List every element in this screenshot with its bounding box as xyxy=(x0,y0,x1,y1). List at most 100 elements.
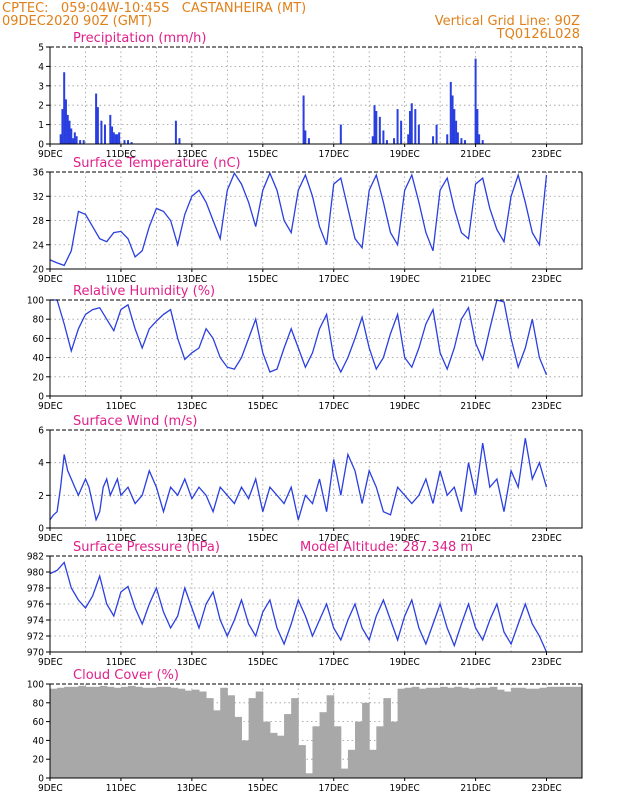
cloud-cover-bar xyxy=(468,688,477,778)
precip-bar xyxy=(449,81,452,144)
precip-bar xyxy=(408,111,411,144)
precip-bar xyxy=(451,95,454,144)
header-model: TQ0126L028 xyxy=(496,27,580,42)
precip-bar xyxy=(396,109,399,144)
header-date: 09DEC2020 90Z (GMT) xyxy=(2,14,152,29)
cloud-cover-bar xyxy=(347,749,356,778)
x-tick-label: 13DEC xyxy=(177,149,207,160)
precip-bar xyxy=(371,136,374,144)
precip-bar xyxy=(400,120,403,144)
cloud-cover-bar xyxy=(184,690,193,778)
precip-bar xyxy=(453,109,456,144)
y-tick-label: 40 xyxy=(33,353,45,364)
precip-bar xyxy=(435,124,438,144)
frame xyxy=(49,47,583,145)
precip-bar xyxy=(382,130,385,144)
x-tick-label: 15DEC xyxy=(248,274,278,285)
precip-bar xyxy=(432,136,435,144)
x-tick-label: 19DEC xyxy=(389,274,419,285)
cloud-cover-bar xyxy=(511,687,519,778)
x-tick-label: 19DEC xyxy=(389,657,419,668)
precip-bar xyxy=(476,109,479,144)
cloud-cover-bar xyxy=(284,714,292,778)
precip-bar xyxy=(474,58,477,144)
y-tick-label: 20 xyxy=(33,265,45,276)
precip-bar xyxy=(66,114,69,144)
panel-1: 20 24 28 32 36 9DEC 11DEC 13DEC 15DEC 17DEC 19DEC 2… xyxy=(33,156,583,285)
x-tick-label: 21DEC xyxy=(460,657,490,668)
panel-4: 970 972 974 976 978 980 982 9DEC 11DEC 13DEC 15DEC… xyxy=(27,540,583,668)
cloud-cover-bar xyxy=(383,698,391,778)
cloud-cover-bar xyxy=(241,740,250,778)
cloud-cover-bar xyxy=(57,687,65,778)
x-tick-label: 11DEC xyxy=(106,274,136,285)
cloud-cover-bar xyxy=(170,687,179,778)
precip-bar xyxy=(417,124,420,144)
cloud-cover-bar xyxy=(269,732,278,778)
x-tick-label: 13DEC xyxy=(177,274,207,285)
x-tick-label: 13DEC xyxy=(177,533,207,544)
panel-title: Precipitation (mm/h) xyxy=(73,31,206,46)
y-tick-label: 0 xyxy=(38,392,44,403)
cloud-cover-bar xyxy=(482,687,491,778)
cloud-cover-bar xyxy=(99,685,108,778)
precip-bar xyxy=(112,132,115,144)
cloud-cover-bar xyxy=(305,773,313,778)
cloud-cover-bar xyxy=(539,687,548,778)
y-tick-label: 36 xyxy=(33,168,45,179)
cloud-cover-bar xyxy=(142,687,150,778)
cloud-cover-bar xyxy=(333,726,342,778)
y-tick-label: 978 xyxy=(27,584,44,595)
precip-bar xyxy=(116,134,119,144)
precip-bar xyxy=(339,124,342,144)
y-tick-label: 4 xyxy=(38,62,44,73)
cloud-cover-bar xyxy=(50,688,58,778)
series-line xyxy=(49,438,548,522)
cloud-cover-bar xyxy=(376,726,384,778)
y-tick-label: 0 xyxy=(38,140,44,151)
cloud-cover-bar xyxy=(496,689,505,778)
y-tick-label: 4 xyxy=(38,458,44,469)
x-tick-label: 11DEC xyxy=(106,401,136,412)
cloud-cover-bar xyxy=(425,687,434,778)
cloud-cover-bar xyxy=(340,768,349,778)
cloud-cover-bar xyxy=(71,686,79,778)
panel-title: Cloud Cover (%) xyxy=(73,668,179,683)
precip-bar xyxy=(61,109,64,144)
cloud-cover-bar xyxy=(447,687,455,778)
cloud-cover-bar xyxy=(461,687,470,778)
cloud-cover-bar xyxy=(475,687,484,778)
precip-bar xyxy=(478,134,481,144)
y-tick-label: 5 xyxy=(38,43,44,54)
y-tick-label: 974 xyxy=(27,616,44,627)
x-tick-label: 11DEC xyxy=(106,783,136,794)
x-tick-label: 11DEC xyxy=(106,657,136,668)
frame xyxy=(49,300,583,397)
cloud-cover-bar xyxy=(411,686,420,778)
y-tick-label: 80 xyxy=(33,315,45,326)
cloud-cover-bar xyxy=(397,688,406,778)
cloud-cover-bar xyxy=(369,749,377,778)
cloud-cover-bar xyxy=(177,688,186,778)
y-tick-label: 100 xyxy=(27,296,44,307)
y-tick-label: 80 xyxy=(33,698,45,709)
cloud-cover-bar xyxy=(362,702,370,778)
panel-title: Surface Wind (m/s) xyxy=(73,414,197,429)
cloud-cover-bar xyxy=(78,685,86,778)
cloud-cover-bar xyxy=(234,716,243,778)
cloud-cover-bar xyxy=(220,687,228,778)
cloud-cover-bar xyxy=(106,686,115,778)
precip-bar xyxy=(375,111,378,144)
precip-bar xyxy=(178,138,181,144)
x-tick-label: 19DEC xyxy=(389,401,419,412)
x-tick-label: 9DEC xyxy=(38,149,63,160)
cloud-cover-bar xyxy=(532,688,540,778)
x-tick-label: 23DEC xyxy=(531,401,561,412)
precip-bar xyxy=(73,132,76,144)
precip-bar xyxy=(410,103,413,144)
precip-bar xyxy=(63,72,66,144)
x-tick-label: 19DEC xyxy=(389,533,419,544)
y-tick-label: 970 xyxy=(27,648,44,659)
precip-bar xyxy=(114,134,117,144)
x-tick-label: 19DEC xyxy=(389,149,419,160)
